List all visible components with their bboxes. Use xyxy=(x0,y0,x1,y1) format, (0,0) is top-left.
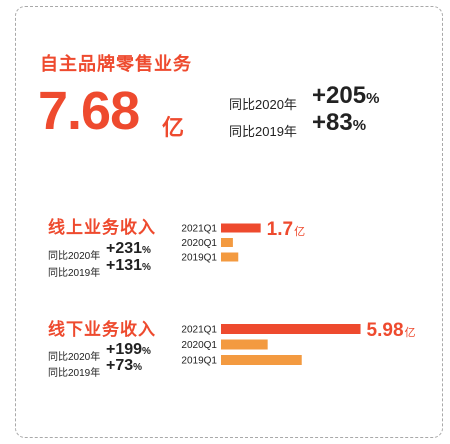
headline-compare-2020-label: 同比2020年 xyxy=(229,97,297,112)
offline-compare-2020-value: +199% xyxy=(106,341,151,359)
offline-bar-2020Q1 xyxy=(221,339,268,350)
offline-compare-2019-value: +73% xyxy=(106,357,142,375)
offline-data-label-2021Q1: 5.98亿 xyxy=(367,320,416,341)
offline-bar-2019Q1 xyxy=(221,355,302,365)
online-compare-2019-number: +131 xyxy=(106,257,143,274)
dashed-card-frame xyxy=(15,6,443,438)
offline-compare-2020-number: +199 xyxy=(106,341,143,358)
offline-compare-2019-number: +73 xyxy=(106,357,134,374)
online-compare-2020-value: +231% xyxy=(106,240,151,258)
online-tick-2020Q1: 2020Q1 xyxy=(181,238,217,249)
online-bar-2020Q1 xyxy=(221,238,233,247)
online-data-label-2021Q1: 1.7亿 xyxy=(267,219,305,240)
offline-compare-2019-label: 同比2019年 xyxy=(48,368,101,379)
online-tick-2021Q1: 2021Q1 xyxy=(181,224,217,235)
online-compare-2019-pct: % xyxy=(142,262,151,273)
online-compare-2020-number: +231 xyxy=(106,240,143,257)
online-bar-2021Q1 xyxy=(221,223,261,233)
offline-section-title: 线下业务收入 xyxy=(48,320,156,339)
online-compare-2019-label: 同比2019年 xyxy=(48,268,101,279)
headline-compare-2020-number: +205 xyxy=(312,82,367,109)
headline-title: 自主品牌零售业务 xyxy=(40,54,192,74)
online-section-title: 线上业务收入 xyxy=(48,218,156,237)
offline-compare-2020-pct: % xyxy=(142,346,151,357)
offline-tick-2020Q1: 2020Q1 xyxy=(181,340,217,351)
offline-tick-2021Q1: 2021Q1 xyxy=(181,325,217,336)
online-compare-2020-pct: % xyxy=(142,245,151,256)
headline-unit: 亿 xyxy=(162,115,185,140)
headline-compare-2019-label: 同比2019年 xyxy=(229,124,297,139)
online-compare-2020-label: 同比2020年 xyxy=(48,251,101,262)
online-tick-2019Q1: 2019Q1 xyxy=(181,253,217,264)
headline-compare-2019-value: +83% xyxy=(312,109,366,137)
offline-tick-2019Q1: 2019Q1 xyxy=(181,356,217,367)
online-compare-2019-value: +131% xyxy=(106,257,151,275)
headline-compare-2019-number: +83 xyxy=(312,109,353,136)
online-bar-2019Q1 xyxy=(221,252,239,262)
offline-compare-2020-label: 同比2020年 xyxy=(48,352,101,363)
headline-compare-2020-value: +205% xyxy=(312,82,379,110)
offline-compare-2019-pct: % xyxy=(133,362,143,373)
headline-compare-2020-pct: % xyxy=(366,90,380,107)
offline-bar-2021Q1 xyxy=(221,324,361,334)
headline-compare-2019-pct: % xyxy=(352,117,367,134)
headline-value: 7.68 xyxy=(38,81,140,141)
